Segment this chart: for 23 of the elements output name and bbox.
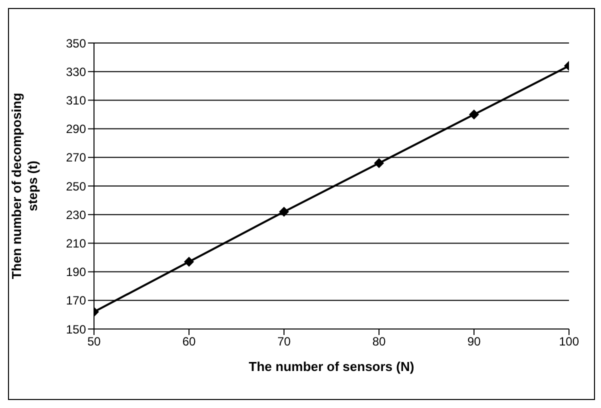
y-axis-title: Then number of decomposing steps (t) xyxy=(9,92,40,280)
y-tick-label: 230 xyxy=(66,208,86,222)
y-tick-label: 250 xyxy=(66,179,86,194)
point xyxy=(279,206,289,217)
y-tick-label: 310 xyxy=(66,93,86,108)
y-tick-label: 190 xyxy=(66,265,86,280)
y-tick-label: 350 xyxy=(66,36,86,50)
x-tick-label: 100 xyxy=(558,334,580,349)
y-tick-label: 150 xyxy=(66,322,86,336)
x-tick-label: 50 xyxy=(87,334,101,349)
x-axis-title: The number of sensors (N) xyxy=(248,359,414,374)
x-tick-label: 70 xyxy=(277,334,291,349)
y-tick-label: 330 xyxy=(66,64,86,79)
y-tick-label: 290 xyxy=(66,122,86,136)
y-tick-label: 270 xyxy=(66,150,86,165)
point xyxy=(184,256,194,267)
y-tick-label: 170 xyxy=(66,294,86,308)
x-tick-label: 90 xyxy=(467,334,481,349)
y-tick-label: 210 xyxy=(66,236,86,250)
point xyxy=(469,110,479,120)
x-tick-label: 60 xyxy=(182,334,196,349)
x-tick-label: 80 xyxy=(372,334,386,349)
point xyxy=(374,158,384,168)
